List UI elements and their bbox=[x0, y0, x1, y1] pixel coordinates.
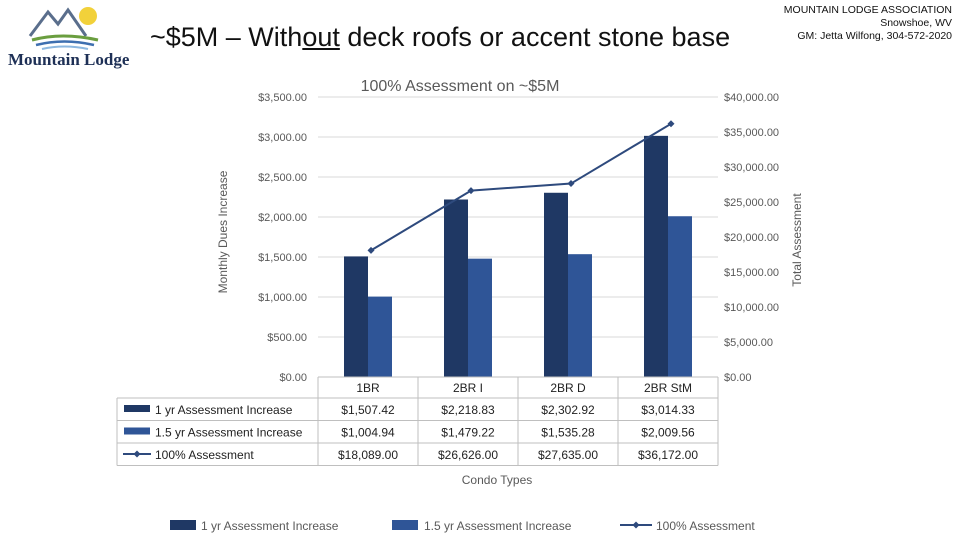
table-cell: $3,014.33 bbox=[641, 403, 695, 417]
y-tick-label: $0.00 bbox=[279, 372, 307, 384]
y-tick-label: $2,000.00 bbox=[258, 212, 307, 224]
y-tick-label: $500.00 bbox=[267, 332, 307, 344]
title-pre: ~$5M – With bbox=[150, 22, 303, 52]
legend-label: 100% Assessment bbox=[656, 519, 755, 533]
bar-one-half-year bbox=[468, 258, 492, 377]
table-cell: $27,635.00 bbox=[538, 448, 598, 462]
y2-tick-label: $5,000.00 bbox=[724, 337, 773, 349]
table-series-name: 100% Assessment bbox=[155, 448, 254, 462]
table-series-name: 1.5 yr Assessment Increase bbox=[155, 426, 303, 440]
bar-one-half-year bbox=[568, 254, 592, 377]
y-tick-label: $1,500.00 bbox=[258, 252, 307, 264]
y2-tick-label: $20,000.00 bbox=[724, 232, 779, 244]
table-legend-key bbox=[124, 427, 150, 435]
org-contact: GM: Jetta Wilfong, 304-572-2020 bbox=[797, 30, 952, 42]
assessment-marker bbox=[667, 120, 675, 128]
y2-tick-label: $0.00 bbox=[724, 372, 752, 384]
title-underlined: out bbox=[302, 22, 340, 52]
table-legend-key bbox=[133, 450, 141, 458]
table-cell: $1,507.42 bbox=[341, 403, 395, 417]
y2-axis-title: Total Assessment bbox=[790, 193, 804, 287]
legend-key bbox=[392, 520, 418, 530]
table-cell: $1,479.22 bbox=[441, 426, 495, 440]
table-cell: $2,218.83 bbox=[441, 403, 495, 417]
y-tick-label: $1,000.00 bbox=[258, 292, 307, 304]
y2-tick-label: $25,000.00 bbox=[724, 197, 779, 209]
table-cell: $1,535.28 bbox=[541, 426, 595, 440]
org-info: MOUNTAIN LODGE ASSOCIATION Snowshoe, WV … bbox=[784, 4, 952, 43]
table-cell: $1,004.94 bbox=[341, 426, 395, 440]
mountain-logo-icon bbox=[28, 7, 99, 50]
assessment-line bbox=[370, 122, 672, 252]
bar-one-half-year bbox=[368, 296, 392, 377]
table-series-name: 1 yr Assessment Increase bbox=[155, 403, 293, 417]
y-tick-label: $3,500.00 bbox=[258, 92, 307, 104]
y2-tick-label: $40,000.00 bbox=[724, 92, 779, 104]
assessment-marker bbox=[367, 246, 375, 254]
y2-tick-label: $15,000.00 bbox=[724, 267, 779, 279]
table-cell: $2,009.56 bbox=[641, 426, 695, 440]
bar-one-year bbox=[644, 135, 668, 377]
y2-tick-label: $30,000.00 bbox=[724, 162, 779, 174]
legend-key bbox=[632, 521, 640, 529]
table-cell: $36,172.00 bbox=[638, 448, 698, 462]
chart-title: 100% Assessment on ~$5M bbox=[361, 78, 560, 95]
legend-label: 1 yr Assessment Increase bbox=[201, 519, 339, 533]
y-tick-label: $3,000.00 bbox=[258, 132, 307, 144]
legend-key bbox=[170, 520, 196, 530]
logo: Mountain Lodge bbox=[2, 2, 134, 72]
slide-title: ~$5M – Without deck roofs or accent ston… bbox=[150, 22, 730, 53]
table-cell: $18,089.00 bbox=[338, 448, 398, 462]
y-tick-label: $2,500.00 bbox=[258, 172, 307, 184]
title-post: deck roofs or accent stone base bbox=[339, 22, 731, 52]
table-cell: $26,626.00 bbox=[438, 448, 498, 462]
org-location: Snowshoe, WV bbox=[880, 17, 952, 29]
bar-one-half-year bbox=[668, 216, 692, 377]
y2-tick-label: $35,000.00 bbox=[724, 127, 779, 139]
category-label: 2BR StM bbox=[644, 381, 692, 395]
y-axis-title: Monthly Dues Increase bbox=[216, 170, 230, 293]
y2-tick-label: $10,000.00 bbox=[724, 302, 779, 314]
legend-label: 1.5 yr Assessment Increase bbox=[424, 519, 572, 533]
bar-one-year bbox=[544, 192, 568, 377]
category-label: 2BR I bbox=[453, 381, 483, 395]
org-name: MOUNTAIN LODGE ASSOCIATION bbox=[783, 4, 952, 16]
logo-text: Mountain Lodge bbox=[8, 50, 130, 69]
assessment-marker bbox=[567, 180, 575, 188]
bar-one-year bbox=[444, 199, 468, 377]
table-cell: $2,302.92 bbox=[541, 403, 595, 417]
category-label: 2BR D bbox=[550, 381, 586, 395]
assessment-marker bbox=[467, 187, 475, 195]
category-label: 1BR bbox=[356, 381, 380, 395]
bar-one-year bbox=[344, 256, 368, 377]
x-axis-title: Condo Types bbox=[462, 473, 533, 487]
table-legend-key bbox=[124, 405, 150, 412]
